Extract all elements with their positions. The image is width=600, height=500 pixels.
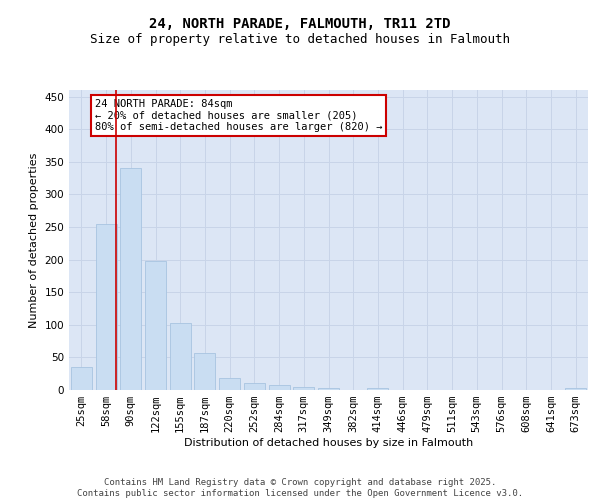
Bar (71, 367, 92, 390)
Bar (219, 378, 240, 390)
Bar (318, 388, 339, 390)
Text: 24, NORTH PARADE, FALMOUTH, TR11 2TD: 24, NORTH PARADE, FALMOUTH, TR11 2TD (149, 18, 451, 32)
Text: Contains HM Land Registry data © Crown copyright and database right 2025.
Contai: Contains HM Land Registry data © Crown c… (77, 478, 523, 498)
Bar (244, 384, 265, 390)
X-axis label: Distribution of detached houses by size in Falmouth: Distribution of detached houses by size … (184, 438, 473, 448)
Bar (95, 224, 116, 390)
Bar (293, 386, 314, 390)
Bar (565, 388, 586, 390)
Bar (145, 261, 166, 390)
Bar (170, 323, 191, 390)
Bar (194, 353, 215, 390)
Y-axis label: Number of detached properties: Number of detached properties (29, 152, 39, 328)
Bar (367, 388, 388, 390)
Bar (120, 168, 141, 390)
Text: Size of property relative to detached houses in Falmouth: Size of property relative to detached ho… (90, 32, 510, 46)
Text: 24 NORTH PARADE: 84sqm
← 20% of detached houses are smaller (205)
80% of semi-de: 24 NORTH PARADE: 84sqm ← 20% of detached… (95, 99, 382, 132)
Bar (269, 386, 290, 390)
